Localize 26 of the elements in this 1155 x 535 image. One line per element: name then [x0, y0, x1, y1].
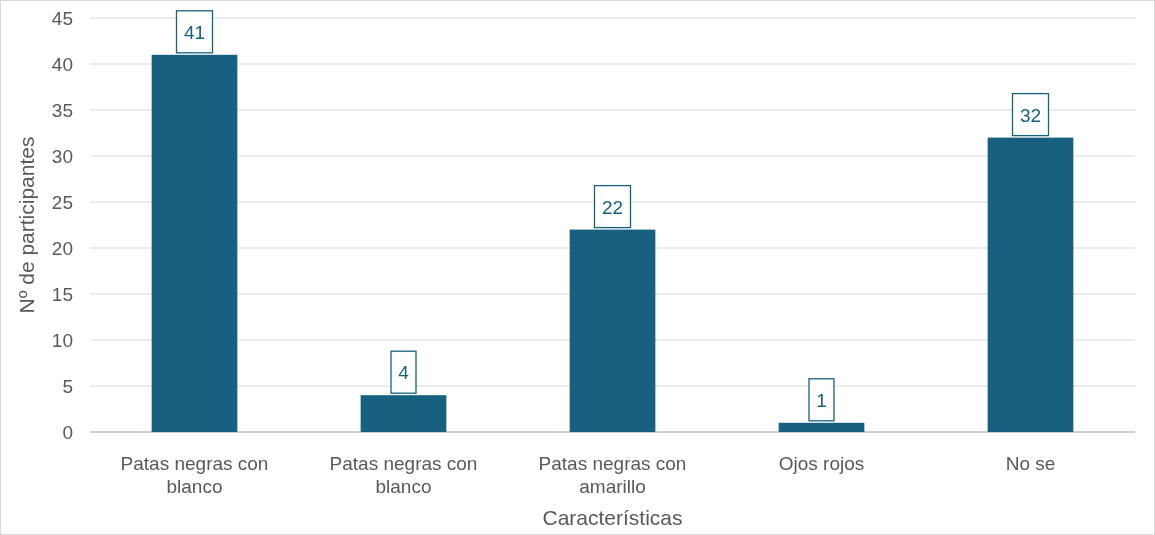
x-tick-label: No se: [1005, 453, 1056, 474]
x-tick-label: Ojos rojos: [778, 453, 865, 474]
data-label: 32: [1019, 104, 1042, 126]
x-tick-label: Patas negras con amarillo: [538, 453, 687, 497]
x-tick-label: Patas negras con blanco: [329, 453, 478, 497]
x-axis-title: Características: [542, 506, 683, 529]
bar: [778, 422, 865, 432]
data-label: 1: [816, 389, 827, 411]
bar: [151, 54, 238, 432]
y-tick-label: 10: [51, 330, 73, 351]
data-label: 41: [183, 21, 206, 43]
y-tick-label: 15: [51, 284, 73, 305]
y-tick-label: 25: [51, 192, 73, 213]
data-label: 4: [398, 362, 410, 384]
y-tick-label: 40: [51, 54, 73, 75]
data-label: 22: [601, 196, 624, 218]
bar: [987, 137, 1074, 432]
bar: [569, 229, 656, 432]
x-tick-label: Patas negras con blanco: [120, 453, 269, 497]
y-tick-label: 20: [51, 238, 73, 259]
y-axis-title: Nº de participantes: [15, 136, 38, 314]
y-tick-label: 45: [51, 8, 73, 29]
y-tick-label: 30: [51, 146, 73, 167]
y-tick-label: 5: [62, 376, 73, 397]
y-tick-label: 35: [51, 100, 73, 121]
y-tick-label: 0: [62, 422, 73, 443]
